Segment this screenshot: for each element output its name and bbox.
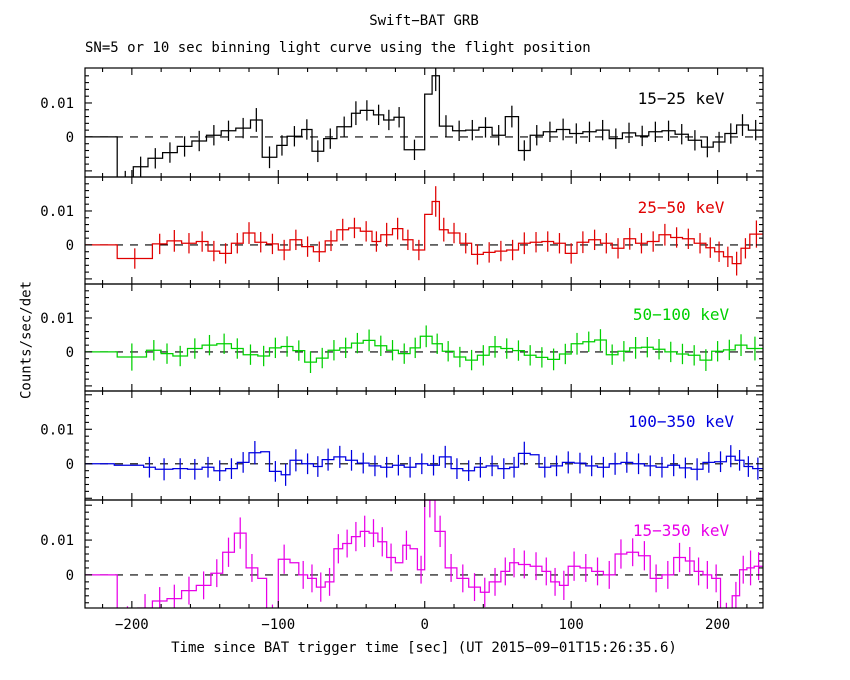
y-tick-label: 0.01: [40, 204, 74, 220]
figure-subtitle: SN=5 or 10 sec binning light curve using…: [85, 40, 591, 56]
x-tick-label: 200: [705, 617, 730, 633]
panel-border: [84, 390, 764, 501]
panel-15−25keV: [85, 68, 763, 177]
energy-band-label: 50−100 keV: [633, 305, 730, 324]
panel-15−350keV: [85, 500, 763, 608]
y-tick-label: 0: [66, 345, 74, 361]
y-tick-label: 0: [66, 457, 74, 473]
panel-border: [84, 176, 764, 285]
x-tick-label: 0: [421, 617, 429, 633]
energy-band-label: 25−50 keV: [638, 198, 725, 217]
panel-border: [84, 67, 764, 178]
y-tick-label: 0.01: [40, 96, 74, 112]
panel-50−100keV: [85, 325, 763, 373]
energy-band-label: 15−25 keV: [638, 89, 725, 108]
panel-25−50keV: [85, 186, 763, 276]
y-tick-label: 0: [66, 568, 74, 584]
lightcurve-step-path: [85, 335, 763, 363]
y-tick-label: 0.01: [40, 422, 74, 438]
y-tick-label: 0: [66, 130, 74, 146]
y-tick-label: 0.01: [40, 533, 74, 549]
page-title: Swift−BAT GRB: [369, 13, 479, 29]
x-axis-label: Time since BAT trigger time [sec] (UT 20…: [171, 640, 677, 656]
y-axis-label: Counts/sec/det: [18, 280, 35, 400]
energy-band-label: 15−350 keV: [633, 521, 730, 540]
panel-border: [84, 283, 764, 392]
panel-100−350keV: [85, 441, 763, 486]
y-tick-label: 0.01: [40, 311, 74, 327]
panel-border: [84, 499, 764, 609]
x-tick-label: 100: [559, 617, 584, 633]
energy-band-label: 100−350 keV: [628, 412, 734, 431]
lightcurve-step-path: [85, 500, 763, 608]
y-tick-label: 0: [66, 238, 74, 254]
x-tick-label: −200: [115, 617, 149, 633]
x-tick-label: −100: [261, 617, 295, 633]
